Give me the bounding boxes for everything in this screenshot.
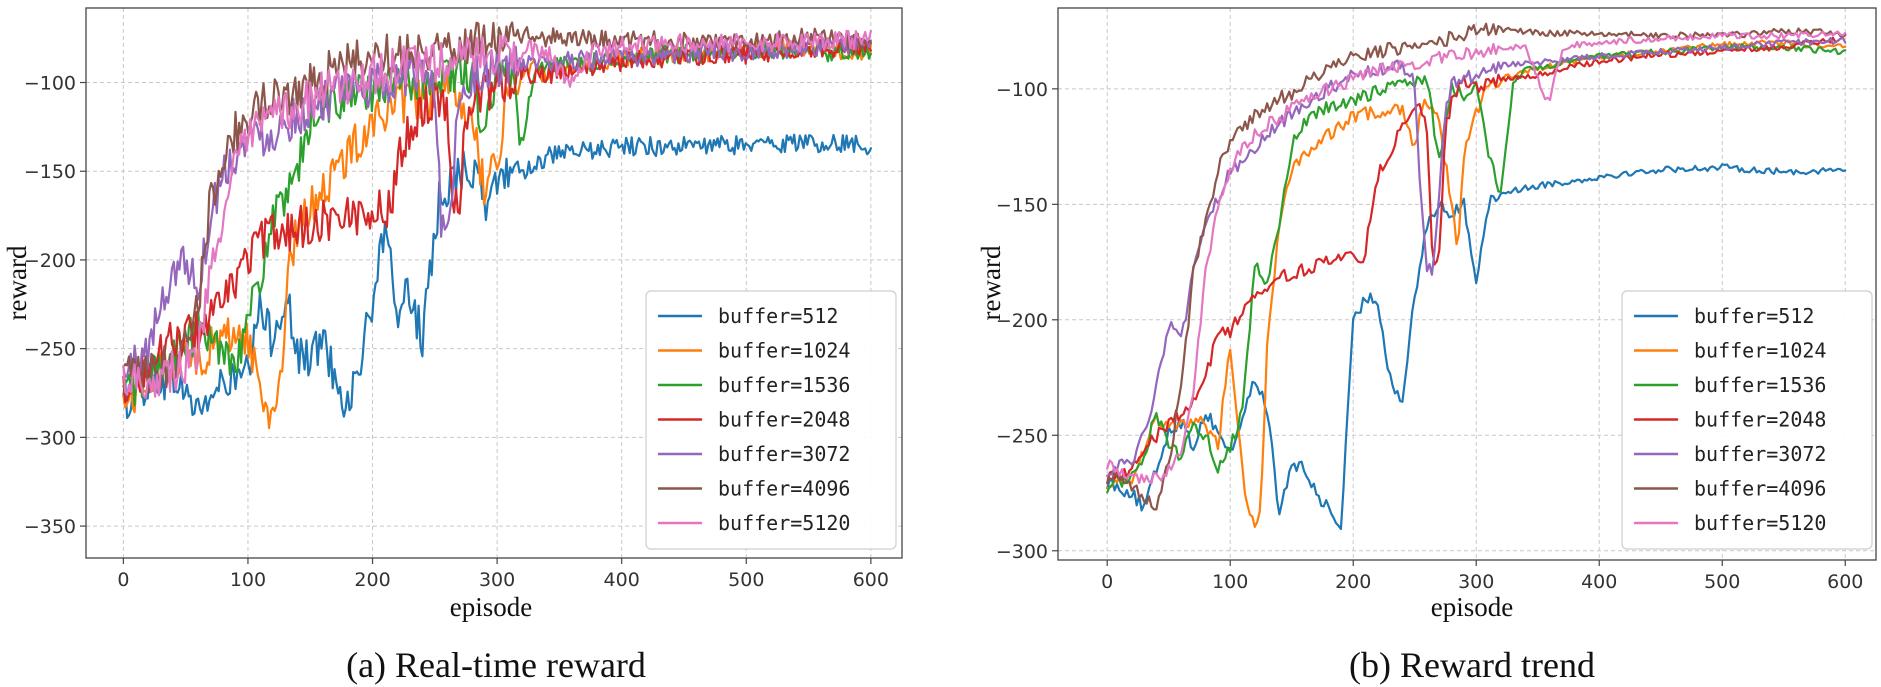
legend-entry-label: buffer=1024 xyxy=(1694,339,1826,363)
legend-b: buffer=512 buffer=1024 buffer=1536 buffer=2… xyxy=(1621,290,1873,550)
y-tick-label: −250 xyxy=(24,339,76,361)
series-layer-b xyxy=(1106,22,1847,531)
legend-entry-label: buffer=1024 xyxy=(718,339,850,363)
x-tick-label: 0 xyxy=(1101,571,1113,593)
x-tick-label: 400 xyxy=(604,569,640,591)
y-tick-label: −200 xyxy=(996,310,1048,332)
caption-a: (a) Real-time reward xyxy=(346,645,646,685)
x-tick-label: 200 xyxy=(354,569,390,591)
legend-entry-label: buffer=2048 xyxy=(1694,408,1826,432)
legend-entry-label: buffer=2048 xyxy=(718,408,850,432)
plot-frame-a xyxy=(85,7,903,559)
legend-entry-label: buffer=5120 xyxy=(718,511,850,535)
legend-entry-label: buffer=4096 xyxy=(1694,477,1826,501)
plot-frame-b xyxy=(1057,7,1877,561)
x-tick-label: 600 xyxy=(1827,571,1863,593)
y-tick-label: −150 xyxy=(24,161,76,183)
x-tick-label: 100 xyxy=(1212,571,1248,593)
x-tick-label: 300 xyxy=(479,569,515,591)
y-axis-label-a: reward xyxy=(2,245,32,320)
y-tick-labels-b: −100 −150 −200 −250 −300 xyxy=(996,79,1058,563)
x-tick-labels-b: 0 100 200 300 400 500 600 xyxy=(1101,560,1863,593)
series-line-buffer-5120 xyxy=(1106,30,1847,485)
chart-panel-a: 0 100 200 300 400 500 600 −100 −150 −200 −250 −300… xyxy=(2,7,903,685)
legend-entry-label: buffer=4096 xyxy=(718,477,850,501)
y-tick-label: −100 xyxy=(996,79,1048,101)
series-line-buffer-4096 xyxy=(1106,22,1847,511)
chart-panel-b: 0 100 200 300 400 500 600 −100 −150 −200 −250 −300… xyxy=(976,7,1877,685)
legend-entry-label: buffer=3072 xyxy=(718,442,850,466)
series-line-buffer-512 xyxy=(122,133,873,420)
legend-entry-label: buffer=1536 xyxy=(1694,373,1826,397)
x-tick-label: 400 xyxy=(1581,571,1617,593)
legend-entry-label: buffer=512 xyxy=(1694,304,1814,328)
legend-entry-label: buffer=5120 xyxy=(1694,511,1826,535)
y-tick-label: −350 xyxy=(24,516,76,538)
y-tick-label: −150 xyxy=(996,194,1048,216)
legend-entry-label: buffer=3072 xyxy=(1694,442,1826,466)
x-tick-label: 0 xyxy=(117,569,129,591)
legend-entry-label: buffer=512 xyxy=(718,304,838,328)
legend-frame xyxy=(645,290,897,550)
series-line-buffer-4096 xyxy=(122,21,873,394)
caption-b: (b) Reward trend xyxy=(1349,645,1595,685)
x-tick-labels-a: 0 100 200 300 400 500 600 xyxy=(117,558,889,591)
legend-frame xyxy=(1621,290,1873,550)
x-tick-label: 500 xyxy=(1704,571,1740,593)
y-tick-label: −200 xyxy=(24,250,76,272)
x-tick-label: 100 xyxy=(230,569,266,591)
x-axis-label-b: episode xyxy=(1431,592,1513,622)
y-tick-label: −100 xyxy=(24,73,76,95)
y-axis-label-b: reward xyxy=(976,245,1006,320)
legend-entry-label: buffer=1536 xyxy=(718,373,850,397)
x-tick-label: 200 xyxy=(1335,571,1371,593)
x-axis-label-a: episode xyxy=(450,592,532,622)
x-tick-label: 300 xyxy=(1458,571,1494,593)
series-line-buffer-5120 xyxy=(122,29,873,399)
y-tick-label: −250 xyxy=(996,425,1048,447)
series-line-buffer-2048 xyxy=(1106,33,1847,485)
x-tick-label: 500 xyxy=(728,569,764,591)
series-line-buffer-1024 xyxy=(1106,39,1847,529)
series-layer-a xyxy=(122,21,873,430)
y-tick-labels-a: −100 −150 −200 −250 −300 −350 xyxy=(24,73,86,538)
y-tick-label: −300 xyxy=(24,427,76,449)
y-tick-label: −300 xyxy=(996,541,1048,563)
legend-a: buffer=512 buffer=1024 buffer=1536 buffer=2… xyxy=(645,290,897,550)
x-tick-label: 600 xyxy=(853,569,889,591)
